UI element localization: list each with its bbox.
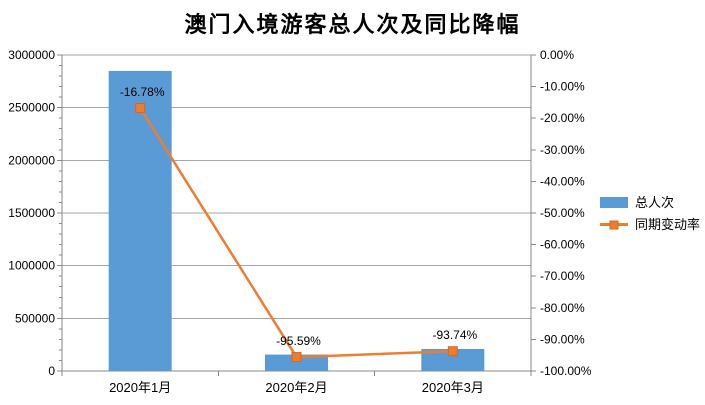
bar-total-visitors (421, 348, 485, 371)
right-axis-label: -80.00% (540, 301, 585, 315)
line-marker (135, 103, 146, 114)
left-axis-label: 500000 (15, 311, 55, 325)
x-axis-category-label: 2020年3月 (422, 380, 484, 395)
right-axis-label: -90.00% (540, 332, 585, 346)
data-label: -93.74% (432, 328, 477, 342)
data-label: -95.59% (276, 334, 321, 348)
legend-label: 同期变动率 (635, 217, 701, 232)
left-axis-label: 2500000 (8, 101, 55, 115)
legend-item-total-visitors: 总人次 (600, 196, 700, 209)
left-axis-label: 1000000 (8, 259, 55, 273)
right-axis-label: 0.00% (540, 48, 574, 62)
line-marker (291, 352, 302, 363)
right-axis-label: -10.00% (540, 80, 585, 94)
legend-item-yoy-change: 同期变动率 (600, 218, 700, 231)
data-label: -16.78% (120, 85, 165, 99)
line-yoy-change (139, 107, 453, 359)
right-axis-label: -50.00% (540, 206, 585, 220)
left-axis-label: 2000000 (8, 153, 55, 167)
right-axis-label: -60.00% (540, 238, 585, 252)
right-axis-label: -40.00% (540, 174, 585, 188)
legend-label: 总人次 (635, 195, 675, 210)
x-axis-category-label: 2020年1月 (109, 380, 171, 395)
line-series-swatch-icon (600, 219, 628, 230)
right-axis-label: -30.00% (540, 143, 585, 157)
right-axis-label: -70.00% (540, 269, 585, 283)
bar-total-visitors (265, 354, 328, 371)
line-marker (447, 346, 458, 357)
right-axis-label: -20.00% (540, 111, 585, 125)
bar-series-swatch-icon (600, 197, 628, 208)
bar-total-visitors (108, 70, 172, 371)
left-axis-label: 3000000 (8, 48, 55, 62)
chart-title: 澳门入境游客总人次及同比降幅 (184, 12, 521, 37)
x-axis-category-label: 2020年2月 (265, 380, 327, 395)
right-axis-label: -100.00% (540, 364, 592, 378)
left-axis-label: 0 (48, 364, 55, 378)
legend: 总人次 同期变动率 (600, 196, 700, 231)
line-swatch-marker (609, 220, 619, 229)
left-axis-label: 1500000 (8, 206, 55, 220)
